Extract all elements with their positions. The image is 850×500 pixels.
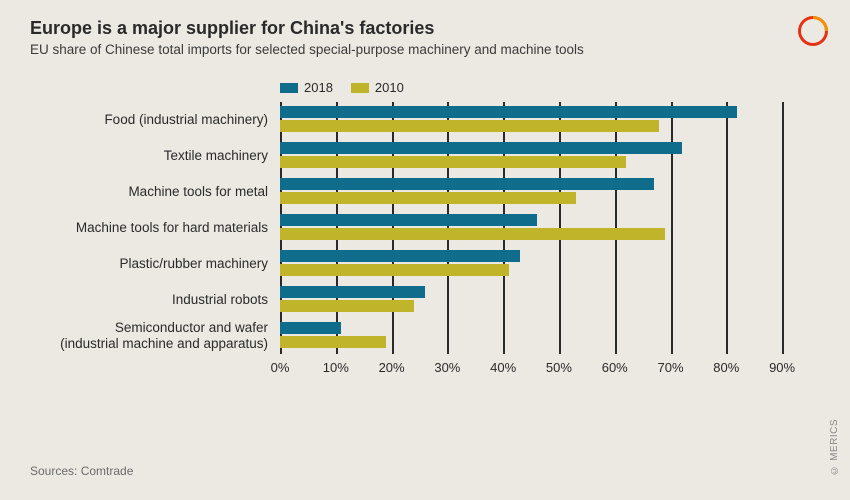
- legend-label: 2010: [375, 80, 404, 95]
- plot-inner: 0%10%20%30%40%50%60%70%80%90% Food (indu…: [280, 102, 810, 354]
- bar-2010: [280, 156, 626, 168]
- category-label: Machine tools for metal: [30, 184, 268, 200]
- sources-text: Sources: Comtrade: [30, 464, 133, 478]
- x-axis-label: 90%: [769, 360, 795, 375]
- legend-swatch: [280, 83, 298, 93]
- x-axis-label: 70%: [658, 360, 684, 375]
- x-axis-label: 0%: [271, 360, 290, 375]
- x-axis-label: 10%: [323, 360, 349, 375]
- x-axis-label: 40%: [490, 360, 516, 375]
- chart-row: Semiconductor and wafer (industrial mach…: [280, 318, 810, 354]
- category-label: Textile machinery: [30, 148, 268, 164]
- chart-area: 2018 2010 0%10%20%30%40%50%60%70%80%90% …: [30, 80, 820, 430]
- x-axis-label: 60%: [602, 360, 628, 375]
- chart-row: Industrial robots: [280, 282, 810, 318]
- chart-row: Food (industrial machinery): [280, 102, 810, 138]
- x-axis-label: 20%: [379, 360, 405, 375]
- x-axis-label: 80%: [713, 360, 739, 375]
- chart-subtitle: EU share of Chinese total imports for se…: [30, 42, 584, 57]
- chart-row: Machine tools for metal: [280, 174, 810, 210]
- page: Europe is a major supplier for China's f…: [0, 0, 850, 500]
- bar-2010: [280, 192, 576, 204]
- legend-swatch: [351, 83, 369, 93]
- category-label: Food (industrial machinery): [30, 112, 268, 128]
- bar-2018: [280, 214, 537, 226]
- bar-2010: [280, 120, 659, 132]
- category-label: Industrial robots: [30, 292, 268, 308]
- chart-row: Machine tools for hard materials: [280, 210, 810, 246]
- legend-item-2018: 2018: [280, 80, 333, 95]
- copyright-label: © MERICS: [829, 419, 840, 476]
- bar-2018: [280, 142, 682, 154]
- category-label: Machine tools for hard materials: [30, 220, 268, 236]
- chart-row: Plastic/rubber machinery: [280, 246, 810, 282]
- category-label: Plastic/rubber machinery: [30, 256, 268, 272]
- bar-2010: [280, 264, 509, 276]
- bar-2018: [280, 178, 654, 190]
- chart-title: Europe is a major supplier for China's f…: [30, 18, 434, 39]
- bar-2018: [280, 286, 425, 298]
- merics-logo: [798, 16, 828, 46]
- chart-row: Textile machinery: [280, 138, 810, 174]
- plot: 0% 10% 20% 30% 40% 50% 60% 70% 80% 90% Food (indu…: [30, 102, 820, 402]
- bar-2010: [280, 336, 386, 348]
- legend: 2018 2010: [280, 80, 404, 95]
- bar-2010: [280, 228, 665, 240]
- legend-label: 2018: [304, 80, 333, 95]
- bar-2018: [280, 250, 520, 262]
- legend-item-2010: 2010: [351, 80, 404, 95]
- bar-2018: [280, 106, 737, 118]
- bar-2010: [280, 300, 414, 312]
- bar-2018: [280, 322, 341, 334]
- x-axis-label: 30%: [434, 360, 460, 375]
- x-axis-label: 50%: [546, 360, 572, 375]
- category-label: Semiconductor and wafer (industrial mach…: [30, 320, 268, 352]
